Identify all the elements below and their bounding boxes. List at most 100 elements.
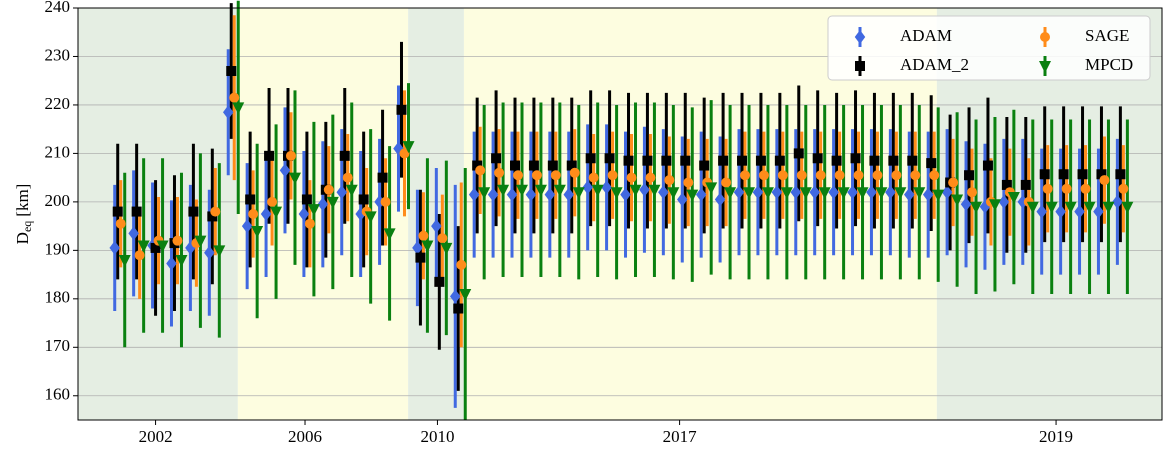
y-label-unit: [km] — [13, 184, 32, 217]
marker-triangle — [137, 240, 150, 253]
marker-square — [112, 206, 123, 217]
marker-triangle — [1083, 201, 1096, 214]
y-label-main: D — [13, 232, 32, 244]
marker-triangle — [951, 194, 964, 207]
marker-square — [301, 194, 312, 205]
marker-circle — [513, 170, 524, 181]
marker-diamond — [809, 185, 820, 200]
marker-circle — [248, 209, 259, 219]
marker-triangle — [856, 187, 869, 200]
marker-square — [812, 153, 823, 164]
marker-diamond — [544, 187, 556, 202]
marker-circle — [872, 170, 883, 181]
marker-circle — [796, 170, 807, 181]
marker-circle — [891, 170, 902, 181]
marker-diamond — [506, 187, 518, 202]
marker-square — [415, 252, 426, 263]
marker-triangle — [270, 206, 283, 219]
marker-diamond — [854, 30, 866, 44]
marker-square — [510, 160, 521, 171]
marker-triangle — [251, 225, 264, 238]
marker-square — [226, 66, 237, 77]
marker-triangle — [175, 255, 188, 268]
axes-layer: 160 170 180 190 200 210 220 230 240 2002 2006 2010 2… — [45, 0, 1163, 446]
marker-circle — [758, 170, 769, 181]
marker-circle — [645, 172, 656, 183]
marker-triangle — [591, 184, 604, 197]
marker-triangle — [1121, 201, 1134, 214]
marker-square — [982, 160, 993, 171]
marker-diamond — [790, 185, 802, 200]
marker-circle — [569, 167, 580, 178]
y-tick-label: 200 — [45, 191, 71, 210]
marker-triangle — [497, 184, 510, 197]
marker-diamond — [1112, 194, 1123, 209]
marker-square — [396, 104, 407, 115]
marker-square — [150, 242, 161, 253]
marker-diamond — [885, 185, 896, 200]
marker-diamond — [336, 185, 347, 200]
marker-square — [472, 160, 483, 171]
marker-circle — [229, 92, 240, 103]
marker-square — [245, 194, 256, 205]
legend-label: MPCD — [1085, 55, 1133, 74]
marker-circle — [853, 170, 864, 181]
marker-circle — [721, 177, 732, 188]
marker-triangle — [440, 242, 453, 255]
marker-circle — [172, 235, 183, 246]
marker-square — [604, 153, 615, 164]
marker-diamond — [752, 185, 764, 200]
marker-square — [528, 160, 539, 171]
marker-circle — [134, 250, 145, 261]
marker-diamond — [204, 245, 215, 260]
marker-triangle — [761, 187, 774, 200]
y-tick-label: 240 — [45, 0, 71, 16]
marker-square — [718, 155, 729, 166]
marker-diamond — [904, 187, 915, 202]
y-tick-label: 190 — [45, 239, 71, 258]
marker-triangle — [988, 199, 1001, 212]
marker-triangle — [780, 187, 793, 200]
marker-triangle — [913, 187, 926, 200]
marker-triangle — [629, 184, 642, 197]
marker-circle — [267, 196, 278, 207]
marker-square — [831, 155, 842, 166]
marker-square — [566, 160, 577, 171]
marker-triangle — [1102, 201, 1115, 214]
marker-triangle — [724, 187, 737, 200]
y-axis-label: Deq [km] — [13, 184, 34, 245]
marker-circle — [342, 172, 353, 183]
marker-triangle — [307, 204, 320, 217]
marker-triangle — [232, 102, 245, 115]
marker-diamond — [412, 240, 423, 255]
marker-diamond — [241, 219, 253, 234]
marker-triangle — [705, 182, 718, 195]
marker-triangle — [667, 187, 680, 200]
marker-circle — [815, 170, 826, 181]
marker-circle — [626, 172, 637, 183]
y-tick-label: 230 — [45, 45, 71, 64]
marker-circle — [929, 170, 940, 181]
marker-triangle — [894, 187, 907, 200]
marker-diamond — [1036, 204, 1047, 219]
marker-diamond — [601, 180, 612, 195]
marker-square — [131, 206, 142, 217]
marker-diamond — [922, 187, 934, 202]
marker-triangle — [516, 184, 529, 197]
marker-triangle — [1026, 201, 1039, 214]
y-label-sub: eq — [20, 221, 34, 232]
marker-square — [926, 158, 937, 169]
marker-triangle — [875, 187, 888, 200]
marker-diamond — [847, 185, 858, 200]
marker-diamond — [714, 192, 726, 207]
marker-circle — [210, 206, 221, 217]
marker-diamond — [998, 194, 1010, 209]
legend-box — [827, 15, 1151, 81]
marker-circle — [115, 218, 126, 229]
marker-triangle — [610, 187, 623, 200]
marker-square — [264, 150, 275, 161]
marker-circle — [834, 170, 845, 181]
marker-triangle — [364, 211, 377, 224]
marker-diamond — [1074, 204, 1085, 219]
marker-square — [491, 153, 502, 164]
